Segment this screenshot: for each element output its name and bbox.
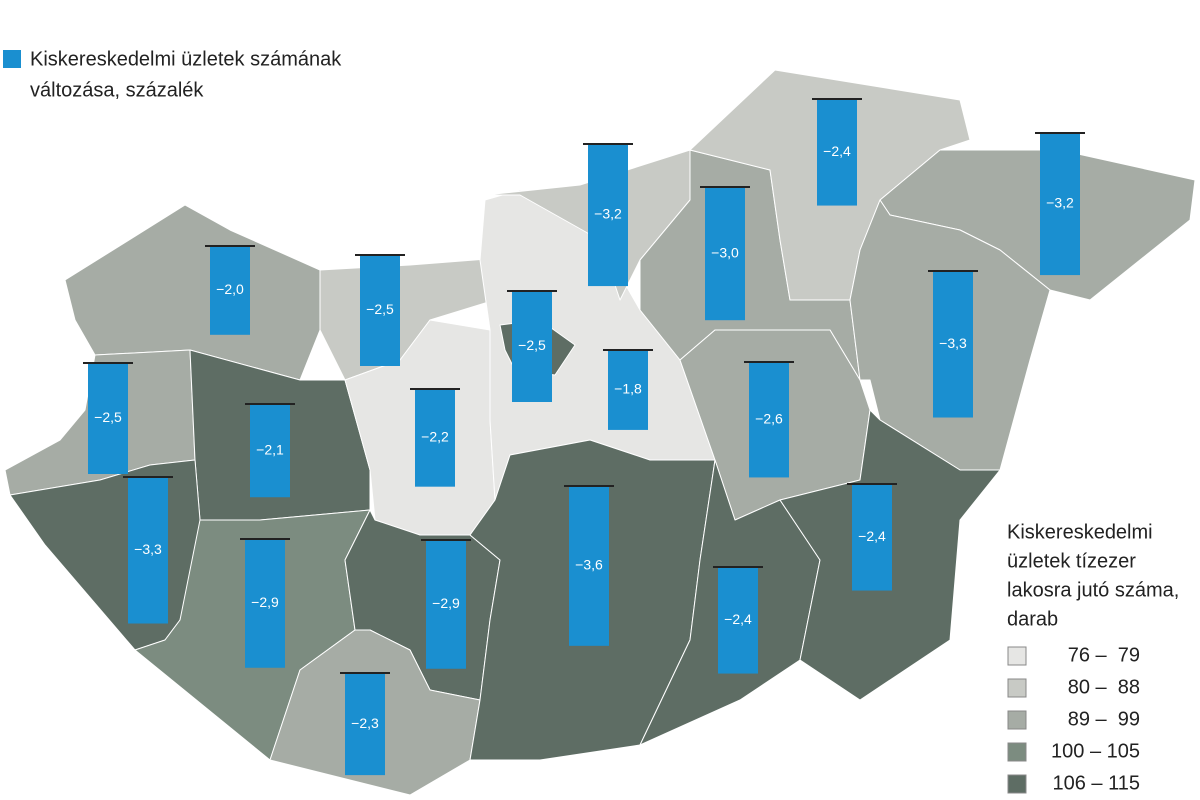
legend-swatch <box>1007 678 1027 698</box>
bar <box>512 291 552 402</box>
bar <box>749 362 789 478</box>
bar <box>250 404 290 498</box>
bar <box>705 187 745 321</box>
bar-label: −2,5 <box>366 301 394 317</box>
bar <box>360 255 400 366</box>
bar-label: −3,0 <box>711 244 739 260</box>
bar <box>852 484 892 591</box>
bar <box>245 539 285 668</box>
bar-label: −2,5 <box>94 409 122 425</box>
bars: −2,0 −2,5 −2,5 −2,1 −2,2 −1,8 −2,5 −3,2 −3,0 −2,4… <box>83 98 1085 776</box>
bar-label: −2,0 <box>216 281 244 297</box>
bar-label: −3,2 <box>1046 195 1074 211</box>
bar-label: −1,8 <box>614 381 642 397</box>
legend-swatch <box>3 50 21 68</box>
bar <box>426 540 466 669</box>
legend-swatch <box>1007 742 1027 762</box>
bar <box>718 567 758 674</box>
legend-label: 100 – 105 <box>1051 740 1140 762</box>
legend-label: 76 – 79 <box>1068 644 1140 666</box>
bar-label: −3,2 <box>594 206 622 222</box>
bar-label: −2,4 <box>724 611 752 627</box>
legend-swatch <box>1007 646 1027 666</box>
bar <box>569 486 609 646</box>
bar-label: −2,4 <box>858 528 886 544</box>
bar <box>210 246 250 335</box>
bar-label: −2,1 <box>256 441 284 457</box>
bar <box>817 99 857 206</box>
legend-swatch <box>1007 710 1027 730</box>
bar <box>1040 133 1080 276</box>
county <box>64 204 321 381</box>
legend-text: változása, százalék <box>30 79 204 101</box>
bar-label: −3,3 <box>939 335 967 351</box>
legend-label: 89 – 99 <box>1068 708 1140 730</box>
bar-label: −2,9 <box>251 594 279 610</box>
bar <box>608 350 648 430</box>
bar-label: −3,3 <box>134 541 162 557</box>
legend-label: 106 – 115 <box>1053 772 1141 794</box>
legend-text: Kiskereskedelmi üzletek számának <box>30 48 342 70</box>
bar-label: −3,6 <box>575 557 603 573</box>
bar-label: −2,4 <box>823 143 851 159</box>
bar-label: −2,6 <box>755 410 783 426</box>
bar-label: −2,9 <box>432 595 460 611</box>
bar <box>128 477 168 624</box>
bar <box>88 363 128 474</box>
legend-swatch <box>1007 774 1027 794</box>
legend-title: Kiskereskedelmi <box>1007 521 1153 543</box>
legend-title: darab <box>1007 608 1058 630</box>
legend-title: lakosra jutó száma, <box>1007 579 1179 601</box>
bar <box>933 271 973 418</box>
bar <box>345 673 385 776</box>
legend: Kiskereskedelmi üzletek számának változás… <box>3 48 1179 794</box>
bar-label: −2,3 <box>351 715 379 731</box>
bar-label: −2,5 <box>518 337 546 353</box>
bar <box>588 144 628 287</box>
legend-label: 80 – 88 <box>1068 676 1140 698</box>
bar-label: −2,2 <box>421 429 449 445</box>
bar <box>415 389 455 487</box>
legend-title: üzletek tízezer <box>1007 550 1136 572</box>
